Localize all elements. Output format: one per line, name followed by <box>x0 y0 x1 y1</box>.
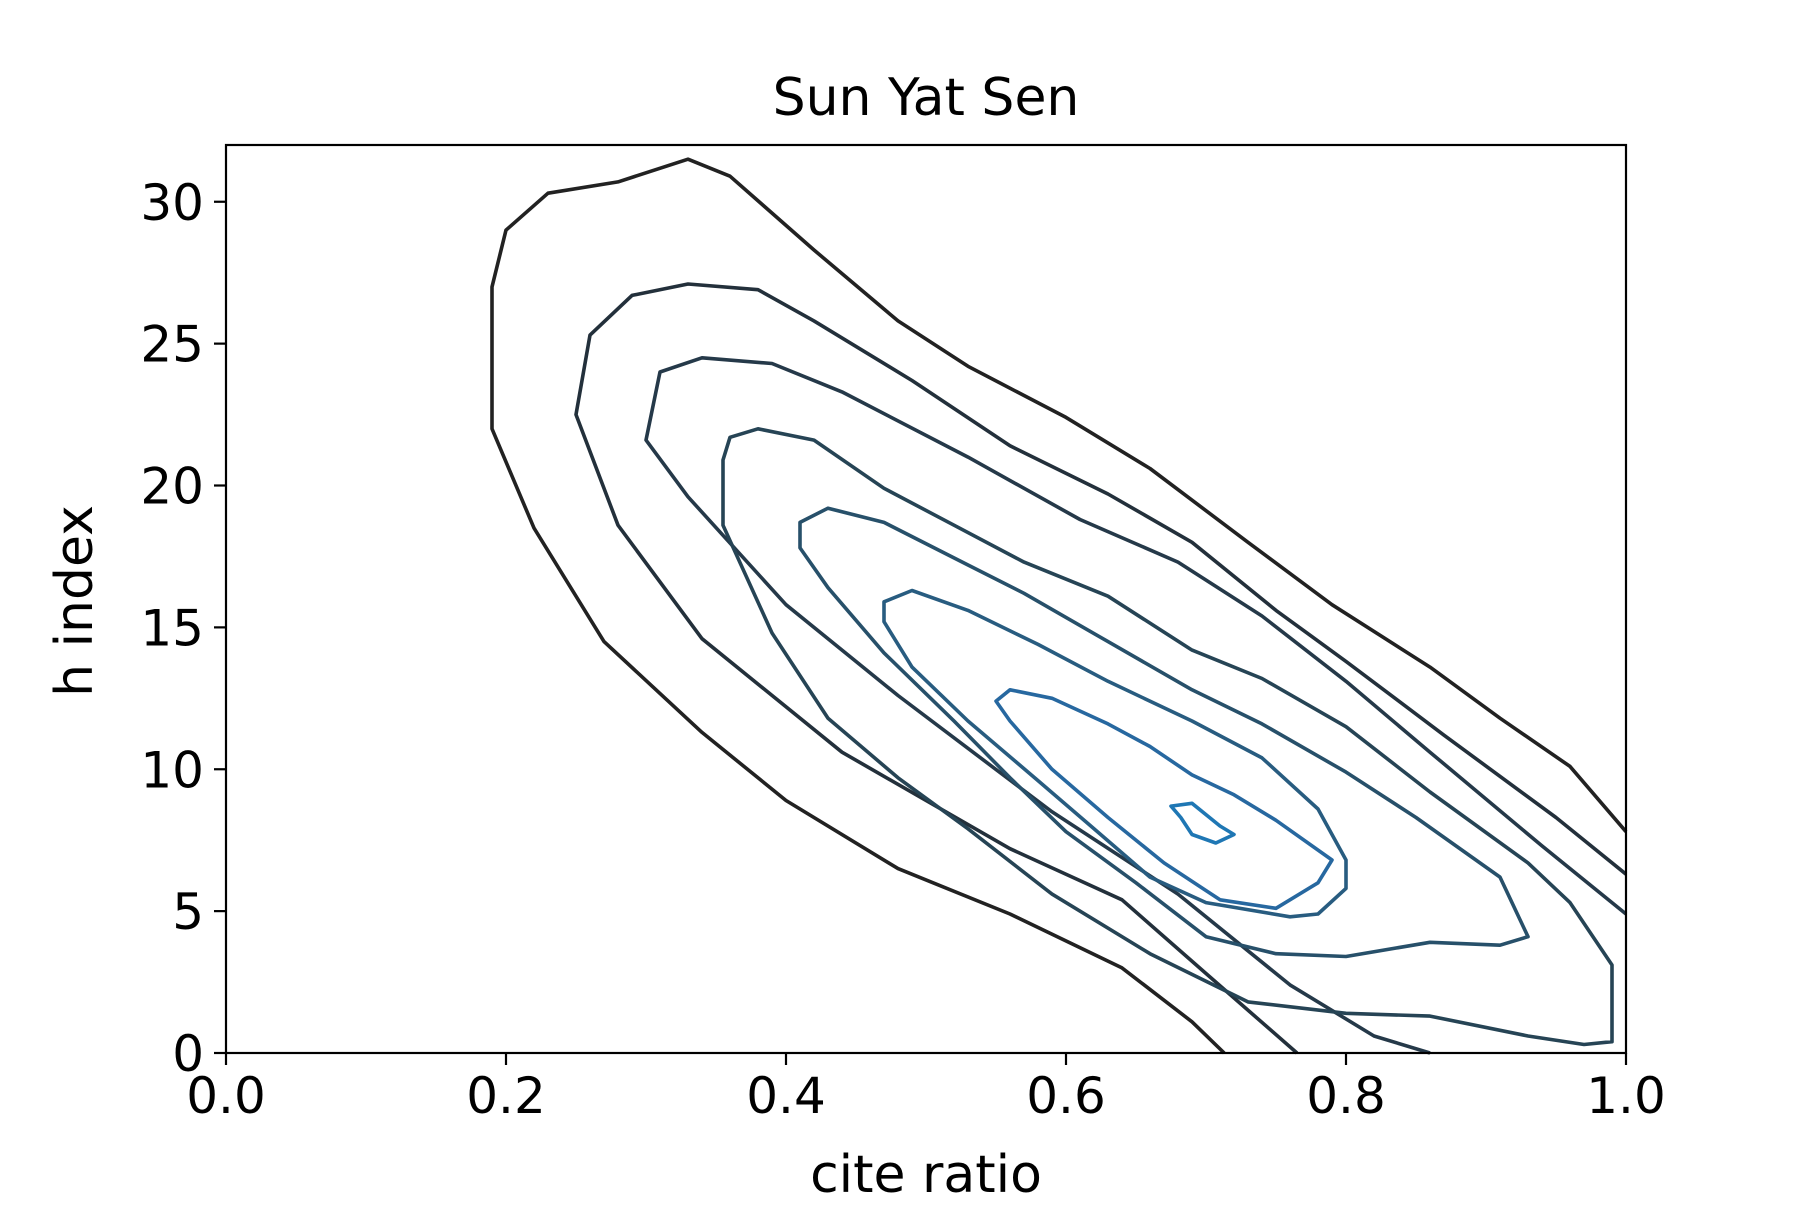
x-axis-label: cite ratio <box>810 1145 1042 1200</box>
x-tick-label: 0.4 <box>746 1067 826 1125</box>
contour-line-level-1 <box>490 157 1628 1055</box>
axes: 0.0 0.2 0.4 0.6 0.8 1.0 0 5 10 15 20 25 30 <box>140 143 1666 1125</box>
contour-line-level-5 <box>798 506 1530 959</box>
contour-line-level-8 <box>1169 801 1236 845</box>
y-tick-label: 0 <box>172 1025 204 1083</box>
chart-title: Sun Yat Sen <box>773 68 1080 128</box>
x-tick-label: 1.0 <box>1586 1067 1666 1125</box>
plot-frame <box>224 143 1628 1055</box>
y-tick-label: 25 <box>140 316 204 374</box>
y-tick-label: 30 <box>140 174 204 232</box>
contour-line-level-6 <box>882 588 1348 919</box>
x-tick-label: 0.8 <box>1306 1067 1386 1125</box>
contour-line-level-7 <box>994 688 1334 911</box>
y-tick-label: 10 <box>140 741 204 799</box>
x-tick-label: 0.2 <box>466 1067 546 1125</box>
contour-lines <box>490 157 1628 1055</box>
y-tick-label: 15 <box>140 599 204 657</box>
contour-line-level-4 <box>721 427 1614 1047</box>
x-tick-label: 0.6 <box>1026 1067 1106 1125</box>
x-tick-label: 0.0 <box>186 1067 266 1125</box>
y-tick-label: 5 <box>172 883 204 941</box>
contour-line-level-2 <box>574 282 1628 1055</box>
y-tick-label: 20 <box>140 458 204 516</box>
y-axis-label: h index <box>45 505 105 697</box>
